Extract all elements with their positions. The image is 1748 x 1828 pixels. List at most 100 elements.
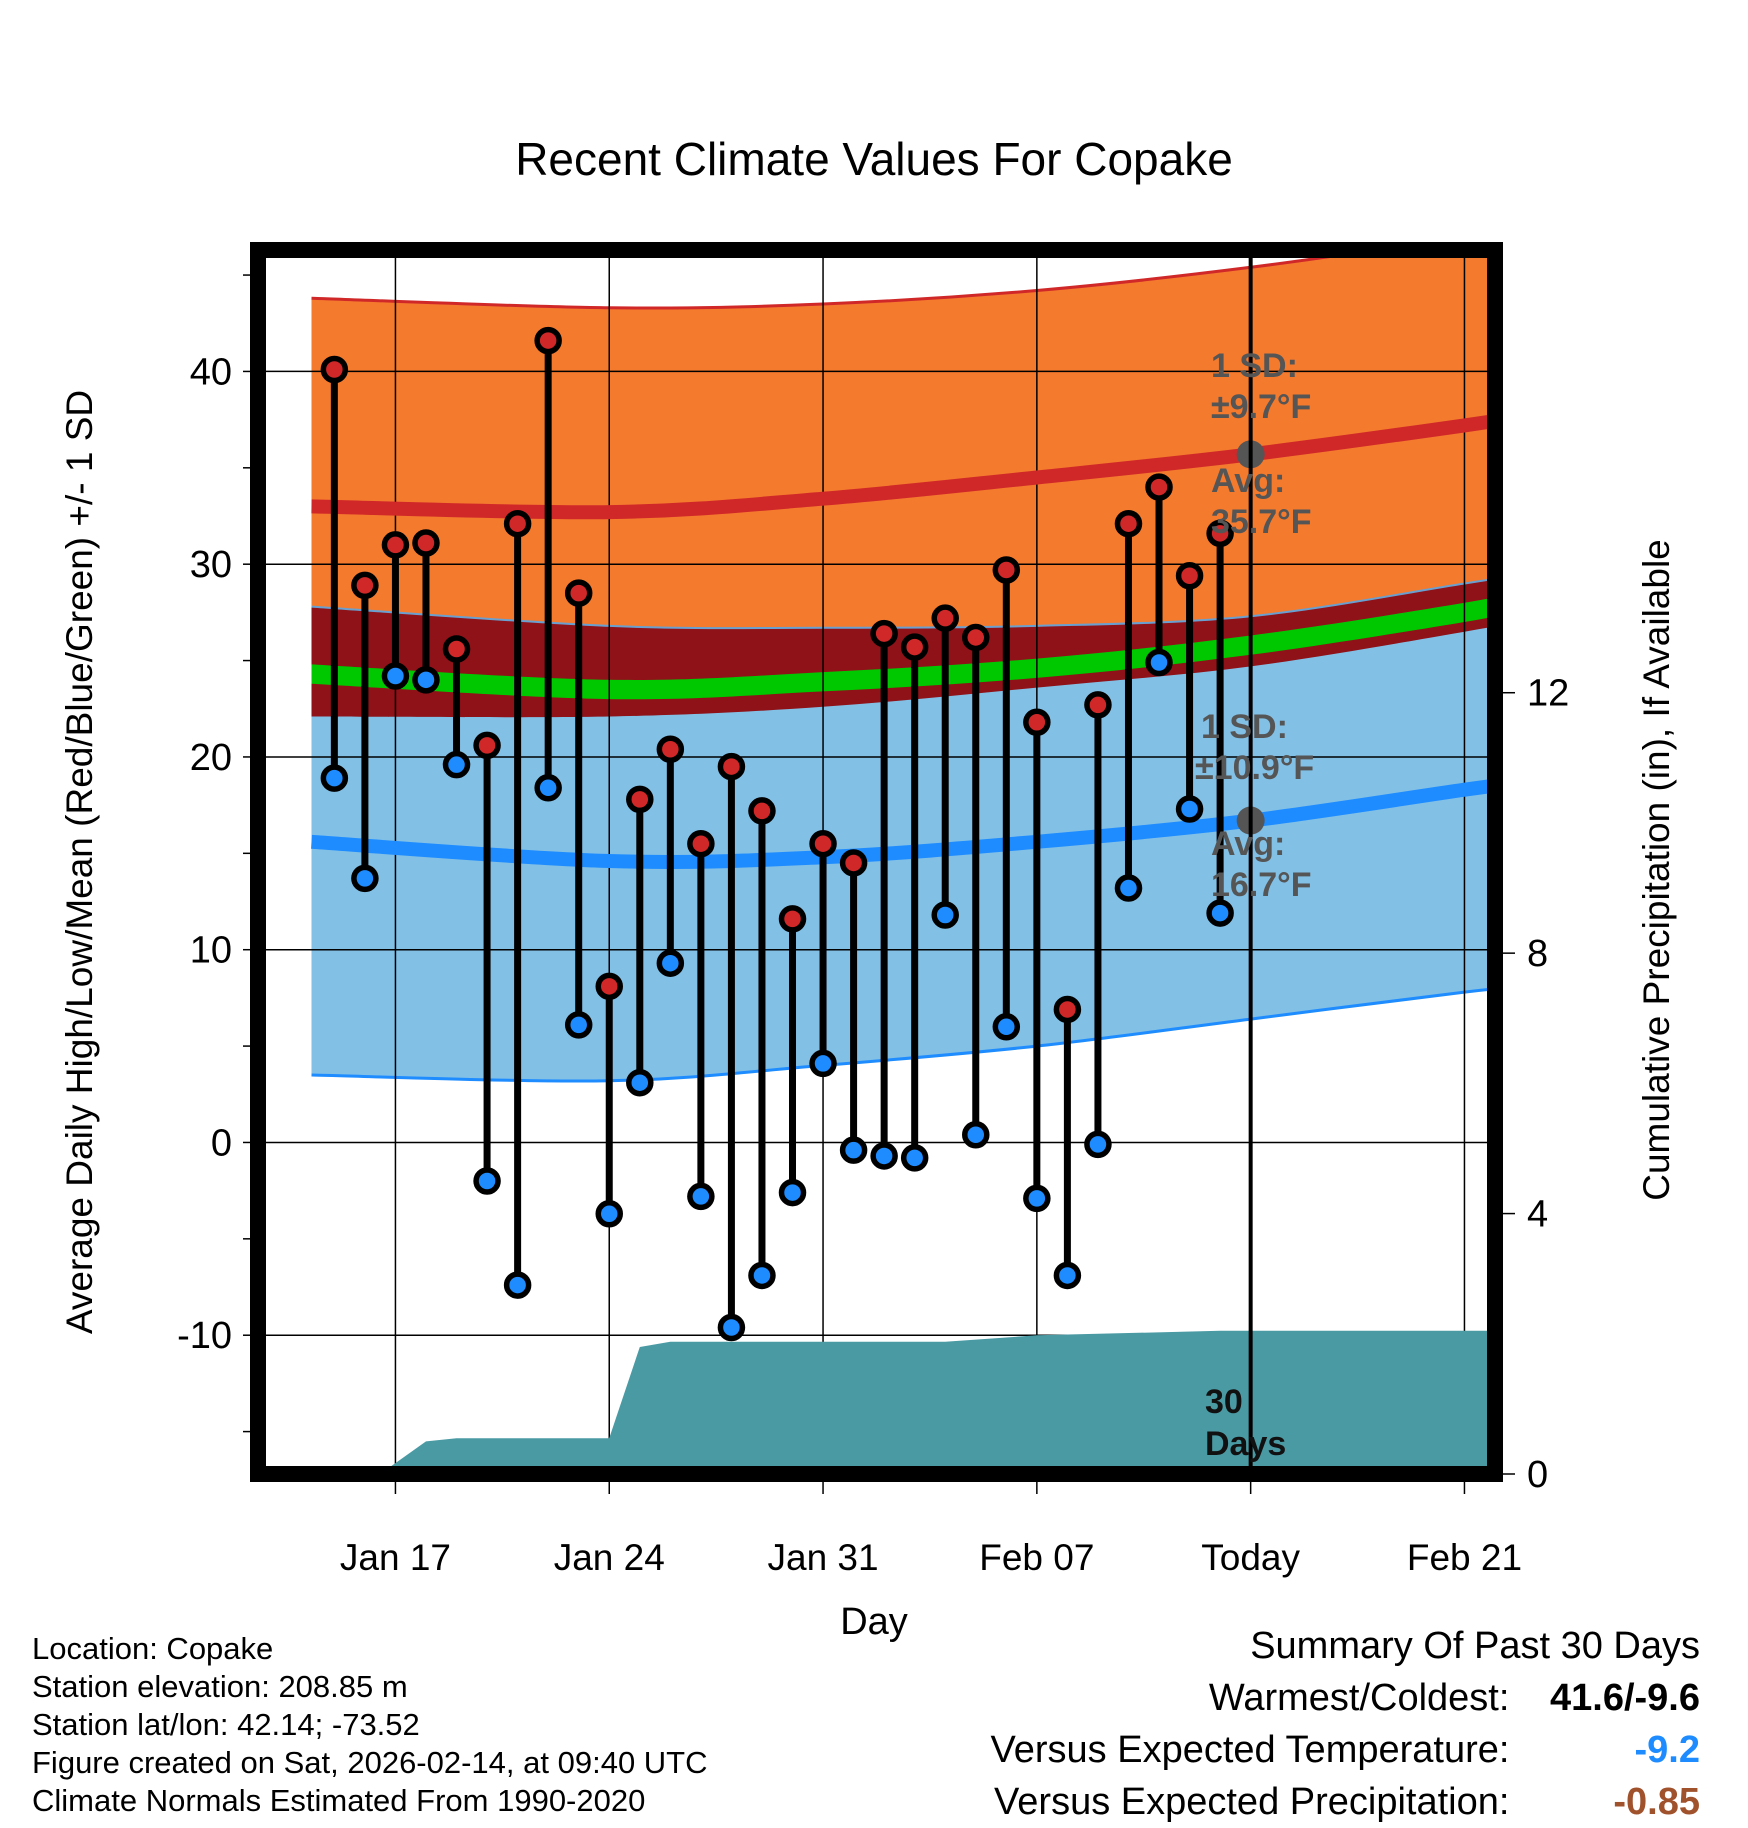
- high-temp-point: [1206, 519, 1234, 548]
- high-temp-point: [778, 905, 807, 933]
- y-axis-left: -10 0 10 20 30 40: [177, 274, 250, 1433]
- low-sd-value: ±10.9°F: [1195, 749, 1314, 787]
- high-temp-point: [717, 752, 746, 781]
- y-tick-label: 40: [190, 351, 232, 393]
- orange-band: [311, 250, 1495, 629]
- summary-precip: Versus Expected Precipitation: -0.85: [991, 1776, 1700, 1828]
- temp-label: Versus Expected Temperature:: [990, 1729, 1510, 1771]
- y-tick-label: 30: [190, 544, 232, 586]
- x-tick-label: Feb 07: [979, 1537, 1094, 1578]
- high-avg-value: 35.7°F: [1211, 503, 1312, 541]
- high-temp-point: [351, 571, 379, 600]
- warm-cold-value: 41.6/-9.6: [1550, 1677, 1700, 1719]
- low-temp-point: [870, 1142, 898, 1170]
- warm-cold-label: Warmest/Coldest:: [1208, 1677, 1510, 1719]
- high-temp-point: [687, 829, 715, 858]
- y-tick-label: 0: [211, 1122, 232, 1164]
- high-temp-point: [656, 735, 685, 763]
- low-temp-point: [503, 1271, 532, 1299]
- summary-title: Summary Of Past 30 Days: [1250, 1625, 1700, 1667]
- high-avg-title: Avg:: [1211, 462, 1285, 500]
- window-label-line2: Days: [1205, 1425, 1286, 1463]
- high-temp-point: [1114, 509, 1143, 538]
- x-tick-label: Jan 24: [554, 1537, 665, 1578]
- x-axis: Jan 17 Jan 24 Jan 31 Feb 07 Today Feb 21: [340, 1482, 1522, 1578]
- high-temp-point: [1145, 473, 1173, 501]
- low-temp-point: [839, 1136, 868, 1164]
- low-temp-point: [717, 1313, 746, 1342]
- high-temp-point: [992, 556, 1021, 584]
- low-temp-point: [412, 666, 440, 694]
- y-tick-label: -10: [177, 1315, 232, 1357]
- low-temp-point: [381, 662, 410, 690]
- precipitation-fill: [380, 1330, 1495, 1474]
- low-temp-point: [931, 901, 959, 929]
- summary-panel: Summary Of Past 30 Days Warmest/Coldest:…: [991, 1620, 1700, 1828]
- y2-tick-label: 4: [1527, 1194, 1548, 1236]
- high-temp-point: [534, 326, 562, 355]
- latlon-text: Station lat/lon: 42.14; -73.52: [32, 1707, 420, 1742]
- plot-frame: [250, 242, 1503, 1482]
- high-temp-point: [1175, 562, 1204, 590]
- high-sd-value: ±9.7°F: [1211, 388, 1311, 426]
- normal-bands: [311, 250, 1495, 1083]
- station-info: Location: Copake Station elevation: 208.…: [32, 1630, 708, 1820]
- high-temp-point: [1084, 691, 1112, 719]
- temp-value: -9.2: [1634, 1729, 1700, 1771]
- high-temp-point: [809, 829, 837, 858]
- high-average-line: [311, 413, 1495, 520]
- y-tick-label: 20: [190, 737, 232, 779]
- high-temp-point: [931, 604, 959, 632]
- high-temp-point: [595, 972, 623, 1001]
- low-temp-point: [564, 1011, 593, 1039]
- low-temp-point: [626, 1068, 654, 1097]
- plot-area: [258, 250, 1495, 1474]
- precip-value: -0.85: [1613, 1781, 1700, 1823]
- high-sd-title: 1 SD:: [1211, 347, 1298, 385]
- precipitation-area: [380, 1330, 1495, 1474]
- summary-temp: Versus Expected Temperature: -9.2: [991, 1724, 1700, 1776]
- y2-tick-label: 12: [1527, 673, 1569, 715]
- summary-warm-cold: Warmest/Coldest: 41.6/-9.6: [991, 1672, 1700, 1724]
- high-temp-point: [503, 509, 532, 538]
- low-temp-point: [687, 1182, 715, 1211]
- high-temp-point: [473, 731, 501, 760]
- x-axis-label: Day: [840, 1601, 908, 1643]
- high-temp-point: [1053, 995, 1082, 1024]
- y2-tick-label: 0: [1527, 1454, 1548, 1496]
- high-temp-point: [1023, 708, 1051, 737]
- y-axis-right: 0 4 8 12: [1503, 673, 1569, 1496]
- elevation-text: Station elevation: 208.85 m: [32, 1669, 408, 1704]
- high-temp-point: [748, 797, 776, 825]
- low-temp-point: [809, 1049, 837, 1078]
- low-temp-point: [1023, 1184, 1051, 1213]
- low-temp-point: [1145, 648, 1173, 677]
- low-temp-point: [900, 1144, 929, 1172]
- chart-title: Recent Climate Values For Copake: [515, 133, 1233, 185]
- location-text: Location: Copake: [32, 1631, 274, 1666]
- upper-sd-line: [311, 250, 1386, 310]
- lower-sd-line: [311, 987, 1495, 1083]
- y2-axis-label: Cumulative Precipitation (in), If Availa…: [1636, 539, 1677, 1201]
- low-temp-point: [1053, 1261, 1082, 1290]
- high-temp-point: [381, 531, 410, 559]
- low-temp-point: [595, 1200, 623, 1228]
- window-label-line1: 30: [1205, 1383, 1243, 1421]
- low-temp-point: [320, 764, 349, 792]
- low-temp-point: [656, 949, 685, 977]
- high-temp-point: [564, 579, 593, 607]
- high-temp-point: [900, 633, 929, 661]
- low-temp-point: [473, 1167, 501, 1195]
- high-temp-point: [626, 785, 654, 814]
- x-tick-label: Today: [1201, 1537, 1300, 1578]
- high-temp-point: [412, 529, 440, 557]
- created-text: Figure created on Sat, 2026-02-14, at 09…: [32, 1745, 708, 1780]
- high-temp-point: [442, 635, 471, 663]
- low-avg-title: Avg:: [1211, 825, 1285, 863]
- high-temp-point: [870, 619, 898, 648]
- low-temp-point: [778, 1178, 807, 1207]
- low-temp-point: [992, 1013, 1021, 1041]
- low-temp-point: [442, 750, 471, 779]
- low-avg-value: 16.7°F: [1211, 866, 1312, 904]
